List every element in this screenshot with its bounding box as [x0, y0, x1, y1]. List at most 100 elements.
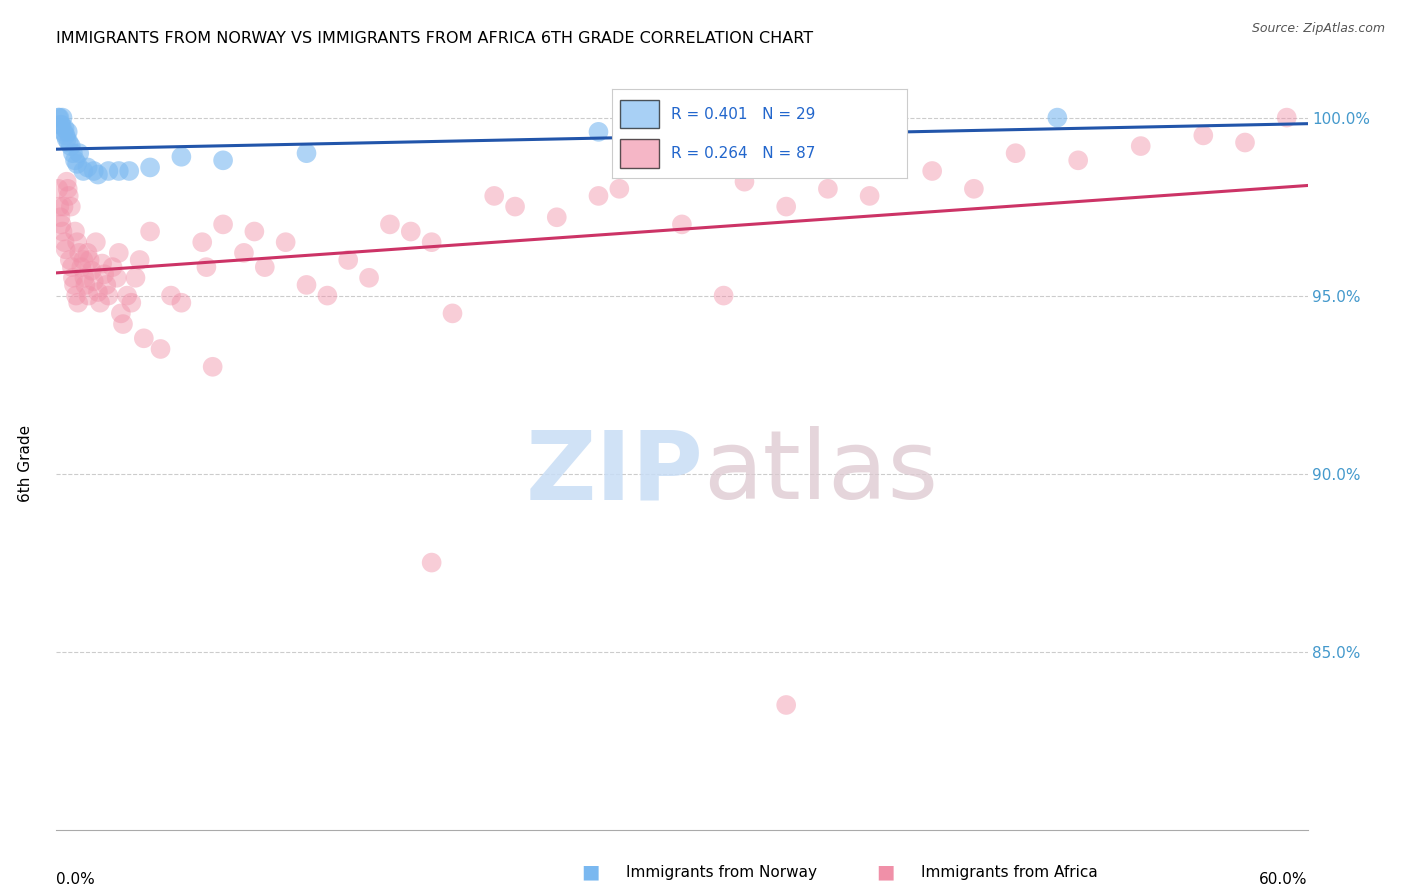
Point: [87, 168, 110, 182]
Point: [775, 200, 797, 214]
Point: [713, 288, 735, 302]
Point: [97, 288, 120, 302]
Point: [55, 242, 77, 256]
Point: [212, 153, 235, 168]
Point: [67, 146, 90, 161]
Point: [63, 225, 86, 239]
Point: [49, 211, 72, 225]
Point: [79, 252, 101, 267]
Point: [212, 218, 235, 232]
Point: [51, 225, 73, 239]
Point: [76, 245, 98, 260]
Point: [1192, 128, 1215, 143]
Point: [775, 698, 797, 712]
Point: [59, 139, 82, 153]
Point: [546, 211, 568, 225]
Point: [316, 288, 339, 302]
Point: [963, 182, 986, 196]
Point: [1046, 111, 1069, 125]
Text: ■: ■: [876, 863, 896, 882]
Point: [80, 263, 103, 277]
Point: [62, 146, 84, 161]
Point: [62, 270, 84, 285]
Point: [295, 277, 318, 292]
Point: [233, 245, 256, 260]
Point: [77, 288, 100, 302]
Point: [149, 342, 172, 356]
Point: [337, 252, 360, 267]
Point: [132, 331, 155, 345]
Point: [93, 267, 115, 281]
Point: [46, 111, 69, 125]
Point: [55, 132, 77, 146]
Point: [63, 277, 86, 292]
Point: [97, 164, 120, 178]
Point: [52, 200, 75, 214]
Point: [59, 252, 82, 267]
Point: [48, 111, 70, 125]
Point: [53, 235, 76, 250]
FancyBboxPatch shape: [620, 139, 659, 168]
Point: [72, 252, 94, 267]
Point: [588, 189, 610, 203]
Text: Immigrants from Africa: Immigrants from Africa: [921, 865, 1098, 880]
Point: [378, 218, 401, 232]
Point: [139, 225, 162, 239]
Point: [128, 252, 150, 267]
Point: [51, 118, 73, 132]
Point: [67, 295, 90, 310]
Text: 60.0%: 60.0%: [1260, 872, 1308, 888]
Point: [56, 125, 79, 139]
Point: [503, 200, 526, 214]
Point: [170, 150, 193, 164]
Point: [108, 164, 131, 178]
Point: [58, 136, 80, 150]
Point: [139, 161, 162, 175]
Point: [115, 288, 138, 302]
Point: [108, 245, 131, 260]
Point: [83, 274, 105, 288]
Point: [65, 288, 87, 302]
Point: [83, 164, 105, 178]
Point: [609, 182, 631, 196]
Point: [66, 235, 89, 250]
Point: [52, 125, 75, 139]
Text: Source: ZipAtlas.com: Source: ZipAtlas.com: [1251, 22, 1385, 36]
Point: [66, 157, 89, 171]
Point: [51, 218, 73, 232]
Point: [124, 270, 146, 285]
Point: [420, 556, 443, 570]
Point: [191, 235, 214, 250]
Point: [817, 182, 839, 196]
Point: [858, 189, 880, 203]
Point: [359, 270, 381, 285]
Point: [1004, 146, 1026, 161]
Point: [1067, 153, 1090, 168]
Point: [76, 161, 98, 175]
Point: [120, 295, 142, 310]
Text: 6th Grade: 6th Grade: [18, 425, 32, 502]
Point: [1129, 139, 1152, 153]
Point: [84, 235, 107, 250]
Point: [89, 295, 111, 310]
Point: [53, 121, 76, 136]
Point: [111, 317, 134, 331]
Point: [588, 125, 610, 139]
Text: atlas: atlas: [703, 426, 938, 519]
Point: [58, 189, 80, 203]
Point: [253, 260, 276, 274]
Point: [63, 153, 86, 168]
Point: [1275, 111, 1298, 125]
Point: [118, 164, 141, 178]
Point: [170, 295, 193, 310]
Point: [56, 182, 79, 196]
Point: [51, 111, 73, 125]
Text: R = 0.401   N = 29: R = 0.401 N = 29: [671, 107, 815, 121]
Point: [60, 260, 83, 274]
Point: [70, 260, 93, 274]
Text: 0.0%: 0.0%: [56, 872, 96, 888]
Text: ZIP: ZIP: [524, 426, 703, 519]
Point: [195, 260, 218, 274]
Point: [274, 235, 297, 250]
FancyBboxPatch shape: [620, 100, 659, 128]
